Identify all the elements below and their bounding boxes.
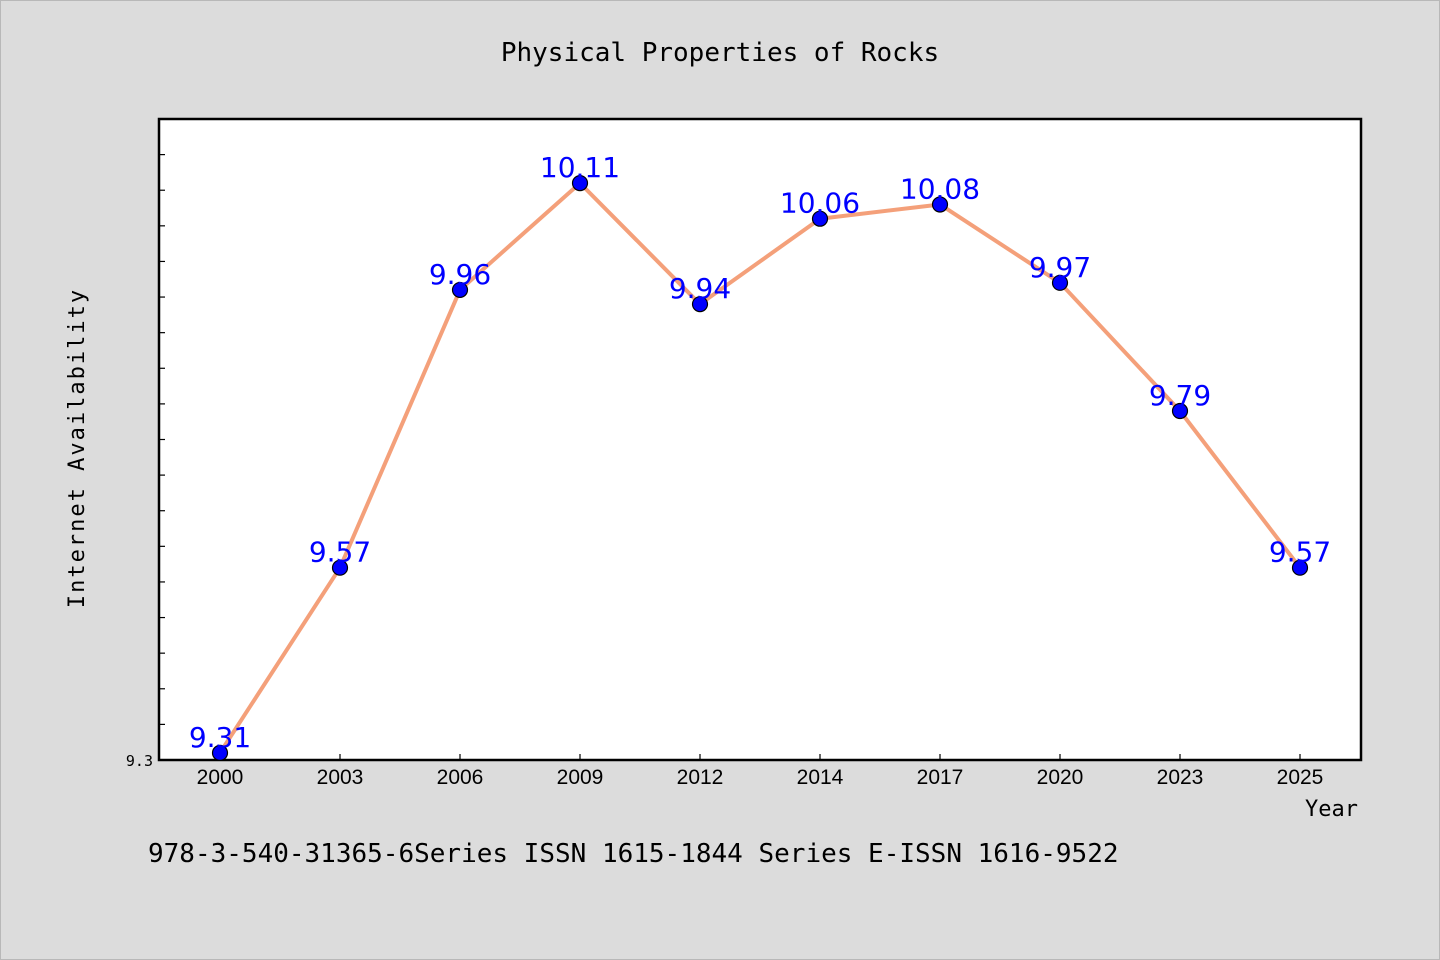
data-label: 9.31 [189,721,251,754]
data-label: 9.96 [429,258,491,291]
data-point [331,559,349,576]
data-points [211,175,1309,761]
series-line [218,181,1302,755]
y-axis-ticks: 9.3 [126,118,165,770]
chart-title: Physical Properties of Rocks [501,38,939,68]
data-label: 10.08 [900,172,980,205]
x-tick-label: 2009 [557,766,604,789]
y-tick-label: 9.3 [126,752,153,770]
data-point [1291,559,1309,576]
data-point [811,210,829,227]
data-point [211,744,229,761]
x-tick-label: 2000 [197,766,244,789]
plot-area [157,117,1363,762]
x-tick-label: 2017 [917,766,964,789]
data-point [1051,274,1069,291]
data-point [1171,402,1189,420]
x-tick-label: 2014 [797,766,844,789]
data-point [931,196,949,213]
data-labels: 9.31 9.57 9.96 10.11 9.94 10.06 10.08 9.97 9.79 9… [189,151,1331,754]
footnote: 978-3-540-31365-6Series ISSN 1615-1844 S… [148,839,1119,869]
x-tick-label: 2003 [317,766,364,789]
x-tick-label: 2020 [1037,766,1084,789]
data-point [451,281,469,299]
x-tick-label: 2025 [1277,766,1324,789]
x-tick-label: 2023 [1157,766,1204,789]
data-point [691,296,709,313]
series-line-group [218,181,1302,755]
x-tick-label: 2006 [437,766,484,789]
data-label: 9.57 [1269,536,1331,569]
data-label: 9.97 [1029,251,1091,284]
data-label: 10.11 [540,151,620,184]
x-axis-ticks: 2000 2003 2006 2009 2012 2014 2017 2020 2023 2025 [197,754,1324,789]
data-label: 9.94 [669,272,731,305]
x-axis-label: Year [1305,797,1358,822]
y-axis-label: Internet Availability [65,288,90,608]
data-point [571,175,589,192]
x-tick-label: 2012 [677,766,724,789]
data-label: 9.57 [309,536,371,569]
data-label: 10.06 [780,187,860,220]
data-label: 9.79 [1149,379,1211,412]
